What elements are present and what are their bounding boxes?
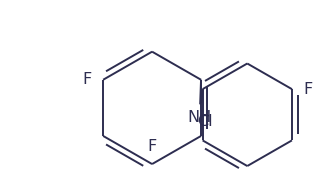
Text: Cl: Cl — [197, 113, 213, 129]
Text: NH: NH — [187, 110, 212, 125]
Text: F: F — [147, 139, 157, 154]
Text: F: F — [82, 72, 91, 87]
Text: F: F — [304, 82, 313, 97]
